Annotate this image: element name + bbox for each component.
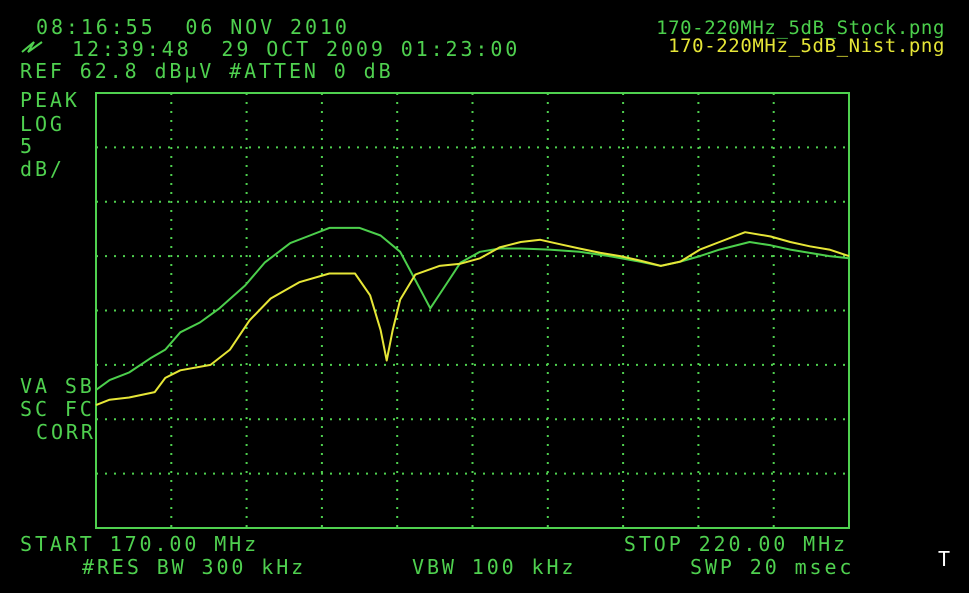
trace [95, 226, 850, 391]
stored-icon [21, 41, 43, 53]
legend-entry: 170-220MHz_5dB_Nist.png [668, 35, 945, 57]
legend-entry: 170-220MHz_5dB_Stock.png [656, 17, 945, 39]
time-line: 08:16:55 06 NOV 2010 [36, 15, 350, 39]
stored-line: 12:39:48 29 OCT 2009 01:23:00 [72, 37, 520, 61]
status-label: VA SB [20, 374, 95, 398]
status-label: CORR [36, 420, 96, 444]
left-label: 5 [20, 134, 35, 158]
corner-mark: T [938, 547, 953, 571]
footer-label: #RES BW 300 kHz [82, 555, 306, 579]
ref-line: REF 62.8 dBµV #ATTEN 0 dB [20, 59, 394, 83]
left-label: LOG [20, 112, 65, 136]
left-label: PEAK [20, 88, 80, 112]
footer-label: SWP 20 msec [690, 555, 854, 579]
footer-label: VBW 100 kHz [412, 555, 576, 579]
trace [95, 231, 850, 407]
start-label: START 170.00 MHz [20, 532, 259, 556]
left-label: dB/ [20, 157, 65, 181]
stop-label: STOP 220.00 MHz [624, 532, 848, 556]
status-label: SC FC [20, 397, 95, 421]
